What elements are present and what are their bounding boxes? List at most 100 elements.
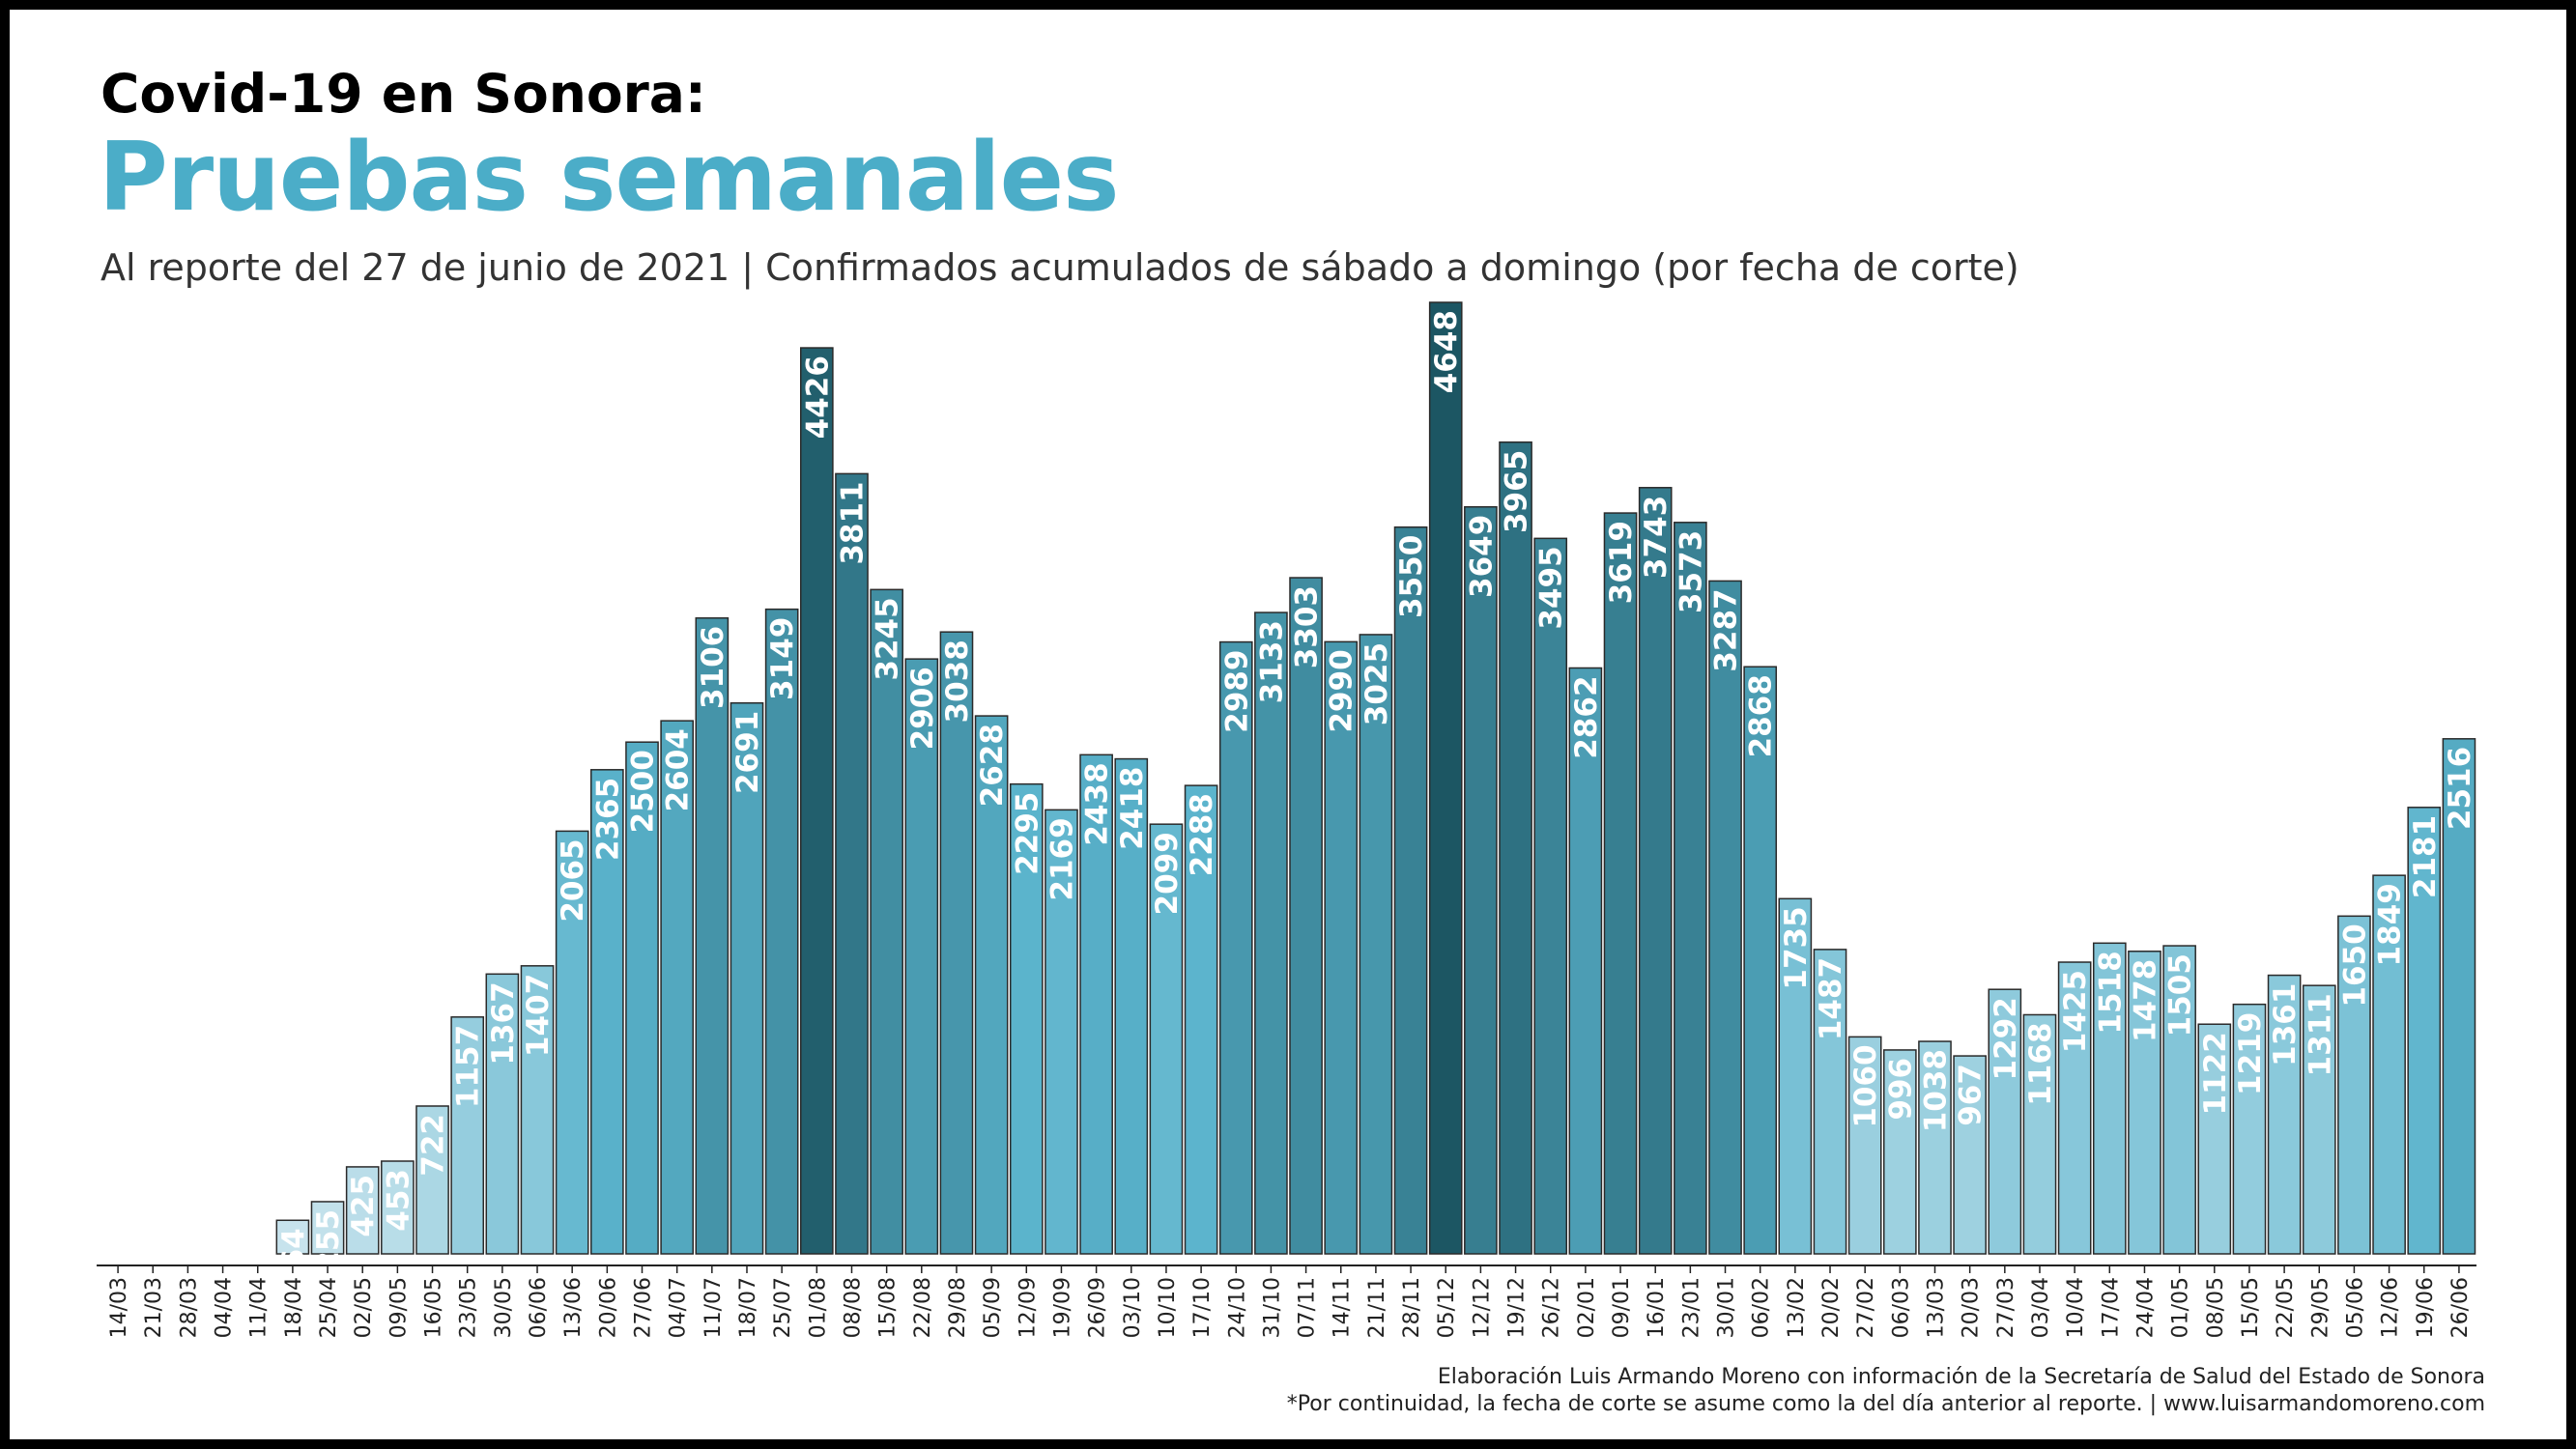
x-tick-label: 27/03 <box>1994 1277 2018 1338</box>
x-tick-label: 23/01 <box>1679 1277 1703 1338</box>
bar-value-label: 3619 <box>1604 521 1639 604</box>
bar <box>450 1016 485 1255</box>
bar <box>2442 738 2476 1255</box>
bar-value-label: 2438 <box>1080 762 1115 845</box>
bar-value-label: 1478 <box>2128 959 2162 1042</box>
x-tick-label: 27/06 <box>632 1277 656 1338</box>
x-tick-label: 06/03 <box>1889 1277 1913 1338</box>
bar <box>415 1105 449 1255</box>
bar <box>2232 1003 2267 1255</box>
bar <box>1289 577 1323 1255</box>
x-tick-label: 08/08 <box>841 1277 865 1338</box>
bar <box>1045 809 1078 1255</box>
x-tick-label: 08/05 <box>2204 1277 2228 1338</box>
x-tick-label: 11/04 <box>247 1277 272 1338</box>
bar-value-label: 255 <box>311 1209 346 1272</box>
x-tick-label: 06/06 <box>527 1277 551 1338</box>
x-tick-label: 27/02 <box>1854 1277 1878 1338</box>
bar-value-label: 3287 <box>1709 588 1744 671</box>
bar-value-label: 1518 <box>2093 951 2128 1034</box>
bar <box>1324 640 1359 1255</box>
x-tick-label: 12/12 <box>1470 1277 1494 1338</box>
bar <box>520 965 555 1255</box>
bar-value-label: 3245 <box>871 597 905 680</box>
x-tick-label: 18/04 <box>282 1277 306 1338</box>
bar-value-label: 1650 <box>2337 923 2372 1007</box>
bar-value-label: 1425 <box>2058 970 2093 1053</box>
bar <box>799 347 834 1255</box>
bar <box>2337 915 2371 1255</box>
chart-kicker: Covid-19 en Sonora: <box>100 63 706 125</box>
bar <box>590 769 624 1255</box>
bar-value-label: 3743 <box>1639 496 1674 579</box>
bar <box>1743 666 1778 1255</box>
bar <box>835 472 869 1255</box>
x-tick-label: 14/11 <box>1331 1277 1355 1338</box>
bar <box>1568 667 1603 1255</box>
x-tick-label: 30/01 <box>1715 1277 1739 1338</box>
bar-value-label: 1367 <box>486 981 521 1065</box>
bar <box>1218 640 1253 1255</box>
bar-value-label: 3025 <box>1360 642 1394 725</box>
chart-canvas: Covid-19 en Sonora: Pruebas semanales Al… <box>10 10 2566 1439</box>
bar-value-label: 164 <box>276 1228 311 1291</box>
bar <box>1638 487 1673 1255</box>
x-tick-label: 25/04 <box>317 1277 341 1338</box>
bar-value-label: 1292 <box>1989 997 2023 1080</box>
bar-value-label: 1219 <box>2233 1012 2268 1095</box>
bar <box>764 608 799 1255</box>
bar-value-label: 3811 <box>835 481 870 564</box>
bar <box>1254 611 1288 1255</box>
x-tick-label: 03/10 <box>1121 1277 1145 1338</box>
x-tick-label: 21/03 <box>142 1277 166 1338</box>
x-tick-label: 23/05 <box>457 1277 481 1338</box>
bar-value-label: 2691 <box>730 711 765 794</box>
bar-value-label: 967 <box>1954 1064 1989 1126</box>
x-tick-label: 19/12 <box>1505 1277 1530 1338</box>
x-tick-label: 14/03 <box>107 1277 131 1338</box>
bar <box>1464 505 1498 1255</box>
bar-value-label: 2295 <box>1010 792 1045 875</box>
bars-group <box>275 301 2476 1255</box>
bar-value-label: 3573 <box>1674 530 1708 613</box>
bar <box>275 1219 310 1255</box>
bar <box>1847 1036 1882 1255</box>
bar <box>345 1166 380 1255</box>
x-tick-label: 21/11 <box>1365 1277 1389 1338</box>
x-tick-label: 15/05 <box>2239 1277 2263 1338</box>
bar <box>1918 1040 1952 1255</box>
x-tick-label: 26/12 <box>1540 1277 1564 1338</box>
x-tick-label: 03/04 <box>2029 1277 2053 1338</box>
bar-value-label: 3965 <box>1500 450 1534 533</box>
bar-value-label: 1311 <box>2303 993 2337 1076</box>
bar <box>1114 757 1149 1255</box>
x-ticks-group <box>117 1265 2460 1273</box>
bar <box>1674 522 1707 1255</box>
x-tick-label: 20/03 <box>1960 1277 1984 1338</box>
bar <box>939 631 974 1255</box>
bar <box>1393 526 1428 1255</box>
chart-title: Pruebas semanales <box>99 123 1119 233</box>
bar <box>2092 942 2127 1255</box>
x-tick-label: 29/05 <box>2308 1277 2333 1338</box>
x-tick-label: 24/04 <box>2133 1277 2158 1338</box>
chart-subtitle: Al reporte del 27 de junio de 2021 | Con… <box>100 246 2019 289</box>
bar <box>1988 988 2022 1255</box>
bar <box>1533 537 1568 1255</box>
bar <box>555 830 589 1255</box>
bar <box>2057 961 2092 1255</box>
bar-value-label: 996 <box>1883 1058 1918 1121</box>
bar-value-label: 3106 <box>696 626 730 709</box>
bar-value-label: 3149 <box>765 617 800 700</box>
bar <box>625 741 659 1255</box>
x-tick-label: 26/09 <box>1086 1277 1110 1338</box>
bar <box>2022 1013 2057 1255</box>
x-tick-label: 09/01 <box>1610 1277 1634 1338</box>
x-tick-label: 25/07 <box>771 1277 795 1338</box>
x-tick-label: 10/10 <box>1156 1277 1180 1338</box>
bar-value-label: 1060 <box>1848 1044 1883 1127</box>
bar-value-label: 2181 <box>2408 815 2443 898</box>
bar <box>870 588 903 1255</box>
x-tick-label: 24/10 <box>1225 1277 1249 1338</box>
bar <box>660 720 695 1255</box>
